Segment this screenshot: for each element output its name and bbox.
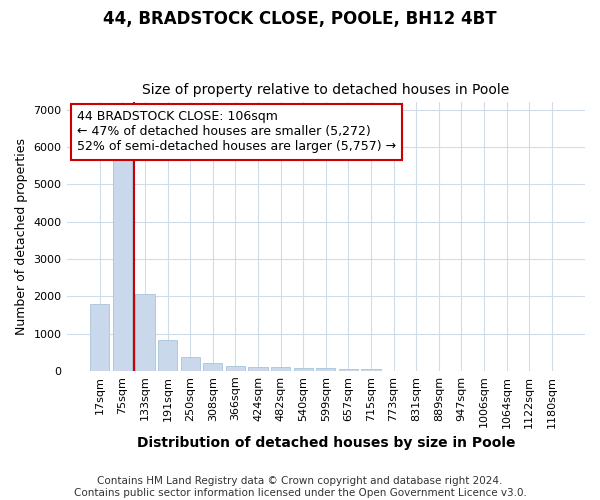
Bar [293, 368, 313, 371]
Bar [248, 368, 268, 371]
Y-axis label: Number of detached properties: Number of detached properties [15, 138, 28, 335]
Bar [316, 368, 335, 371]
Bar [339, 368, 358, 371]
Bar [136, 294, 155, 371]
Bar [90, 304, 109, 371]
Text: 44 BRADSTOCK CLOSE: 106sqm
← 47% of detached houses are smaller (5,272)
52% of s: 44 BRADSTOCK CLOSE: 106sqm ← 47% of deta… [77, 110, 396, 154]
Text: 44, BRADSTOCK CLOSE, POOLE, BH12 4BT: 44, BRADSTOCK CLOSE, POOLE, BH12 4BT [103, 10, 497, 28]
X-axis label: Distribution of detached houses by size in Poole: Distribution of detached houses by size … [137, 436, 515, 450]
Bar [203, 363, 223, 371]
Bar [158, 340, 177, 371]
Bar [361, 369, 380, 371]
Title: Size of property relative to detached houses in Poole: Size of property relative to detached ho… [142, 83, 509, 97]
Bar [271, 368, 290, 371]
Bar [181, 358, 200, 371]
Text: Contains HM Land Registry data © Crown copyright and database right 2024.
Contai: Contains HM Land Registry data © Crown c… [74, 476, 526, 498]
Bar [113, 156, 132, 371]
Bar [226, 366, 245, 371]
